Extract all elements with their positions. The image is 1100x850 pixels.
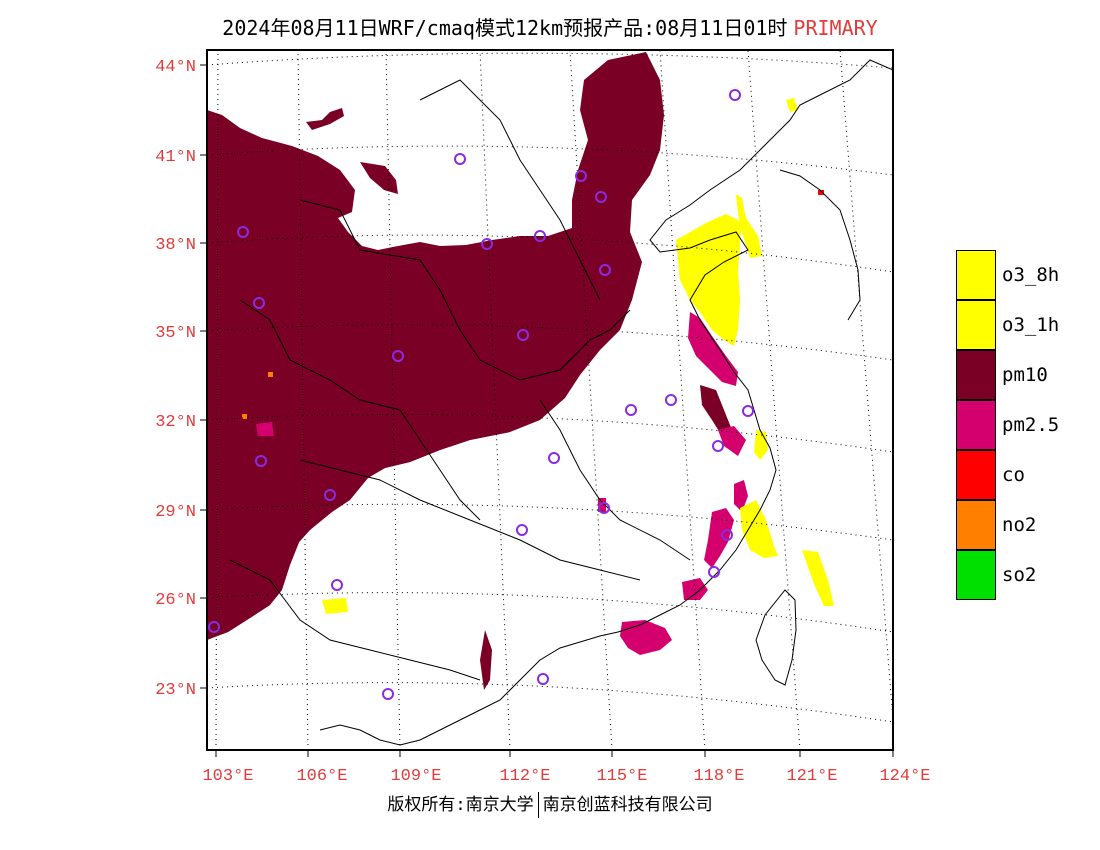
lat-label: 35°N [155,324,196,343]
lat-label: 23°N [155,681,196,700]
station-marker [712,440,724,452]
lat-label: 29°N [155,503,196,522]
province-2 [239,299,481,521]
legend-label-so2: so2 [1002,564,1037,586]
title-tag: PRIMARY [793,16,878,40]
lon-label: 103°E [202,767,253,786]
station-marker [481,238,493,250]
station-marker [625,404,637,416]
pm25-fujian-b [682,578,708,600]
no2-dot-a [242,414,247,419]
station-marker [253,297,265,309]
lon-label: 121°E [786,767,837,786]
station-marker [548,452,560,464]
station-marker [595,191,607,203]
ticks [200,64,894,757]
station-marker [237,226,249,238]
o3-liaoning [736,194,762,258]
o3-south-dots [322,598,348,614]
station-marker [454,153,466,165]
station-marker [721,529,733,541]
pm10-sichuan-region [207,432,334,640]
footer-separator [537,792,539,818]
legend-swatch-so2 [956,550,996,600]
legend-swatch-pm10 [956,350,996,400]
boundaries [229,59,894,746]
lat-label: 44°N [155,58,196,77]
copyright-footer: 版权所有:南京大学 南京创蓝科技有限公司 [0,790,1100,818]
pm10-patch-c [700,385,732,436]
station-marker [516,524,528,536]
lat-label: 32°N [155,413,196,432]
station-marker [708,566,720,578]
station-marker [331,579,343,591]
stations [208,89,754,700]
station-marker [517,329,529,341]
lat-label: 38°N [155,236,196,255]
no2-dot-b [268,372,273,377]
station-marker [382,688,394,700]
lon-label: 109°E [390,767,441,786]
province-4 [419,79,601,301]
province-5 [229,559,481,681]
station-marker [534,230,546,242]
station-marker [537,673,549,685]
legend-swatch-co [956,450,996,500]
pm25-jiangsu [256,422,274,436]
o3-zhejiang [740,500,778,558]
o3-taiwan-strait [802,550,834,606]
province-1 [299,199,631,381]
legend-label-co: co [1002,464,1025,486]
co-dot [818,190,824,195]
legend-label-pm10: pm10 [1002,364,1048,386]
province-3 [299,459,641,581]
lon-label: 115°E [596,767,647,786]
legend-swatch-pm25 [956,400,996,450]
legend-label-no2: no2 [1002,514,1037,536]
province-6 [539,399,691,561]
station-marker [599,264,611,276]
lon-label: 118°E [693,767,744,786]
pm10-patch-d [480,630,492,690]
station-marker [742,405,754,417]
legend-label-pm25: pm2.5 [1002,414,1060,436]
o3-north [786,98,798,112]
station-marker [208,621,220,633]
taiwan [755,589,797,686]
station-marker [598,502,610,514]
station-marker [255,455,267,467]
pm25-fujian-c [734,480,748,512]
lon-label: 106°E [296,767,347,786]
station-marker [729,89,741,101]
map-title: 2024年08月11日WRF/cmaq模式12km预报产品:08月11日01时 P… [0,12,1100,41]
pm10-patch-a [360,162,398,194]
lon-label: 124°E [879,767,930,786]
graticule [206,49,894,751]
pm25-shandong [688,312,738,386]
footer-left: 版权所有:南京大学 [387,795,534,815]
station-marker [392,350,404,362]
pollution-layer [207,52,834,690]
footer-right: 南京创蓝科技有限公司 [542,795,713,815]
legend-swatch-no2 [956,500,996,550]
station-marker [575,170,587,182]
pm25-east [718,426,746,456]
coastline [319,59,894,746]
lat-label: 41°N [155,148,196,167]
station-marker [324,489,336,501]
legend-swatch-o3-1h [956,300,996,350]
lat-label: 26°N [155,591,196,610]
korea [779,169,861,321]
legend-swatch-o3-8h [956,250,996,300]
pm10-patch-b [306,108,344,130]
station-marker [665,394,677,406]
legend-label-o3-1h: o3_1h [1002,314,1060,336]
pm25-fujian [704,508,734,568]
pm25-guangdong [620,620,672,655]
legend-label-o3-8h: o3_8h [1002,264,1060,286]
title-text: 2024年08月11日WRF/cmaq模式12km预报产品:08月11日01时 [222,16,788,40]
lon-label: 112°E [499,767,550,786]
